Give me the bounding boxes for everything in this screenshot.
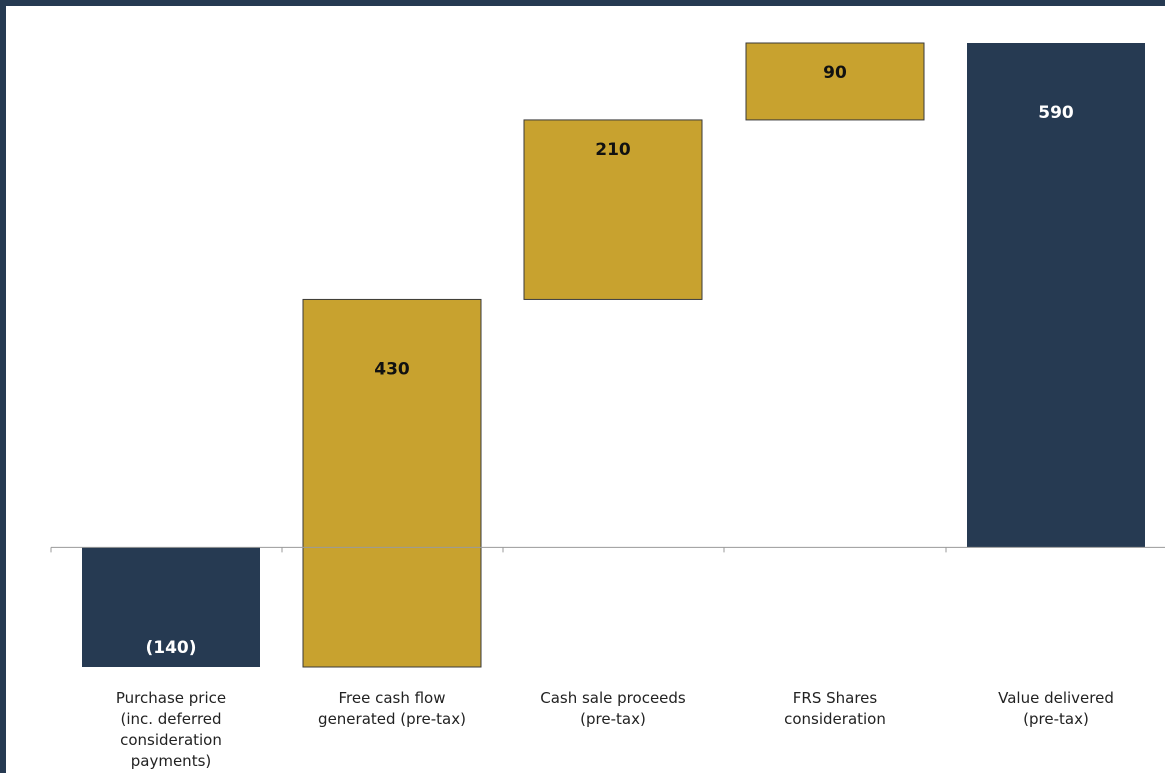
waterfall-chart: (140) 430 210 90 590 Purchase price (inc. def… (50, 42, 1165, 770)
axis-layer (50, 546, 1165, 553)
bar-5 (967, 43, 1145, 548)
data-label-5: 590 (1038, 103, 1074, 123)
category-label-2: Free cash flow generated (pre-tax) (318, 689, 466, 728)
bars-layer (82, 42, 1145, 668)
bar-2 (302, 298, 482, 668)
category-label-1: Purchase price (inc. deferred consideratio… (116, 689, 226, 770)
category-label-3: Cash sale proceeds (pre-tax) (540, 689, 686, 728)
category-label-5: Value delivered (pre-tax) (998, 689, 1114, 728)
bar-4 (745, 42, 925, 121)
category-labels-layer: Purchase price (inc. deferred consideratio… (116, 689, 1114, 770)
data-label-3: 210 (595, 140, 631, 160)
data-label-1: (140) (145, 638, 196, 658)
data-label-2: 430 (374, 359, 410, 379)
data-label-4: 90 (823, 63, 847, 83)
category-label-4: FRS Shares consideration (784, 689, 886, 728)
data-labels-layer: (140) 430 210 90 590 (145, 63, 1073, 658)
bar-1 (82, 547, 260, 667)
bar-3 (523, 119, 703, 300)
